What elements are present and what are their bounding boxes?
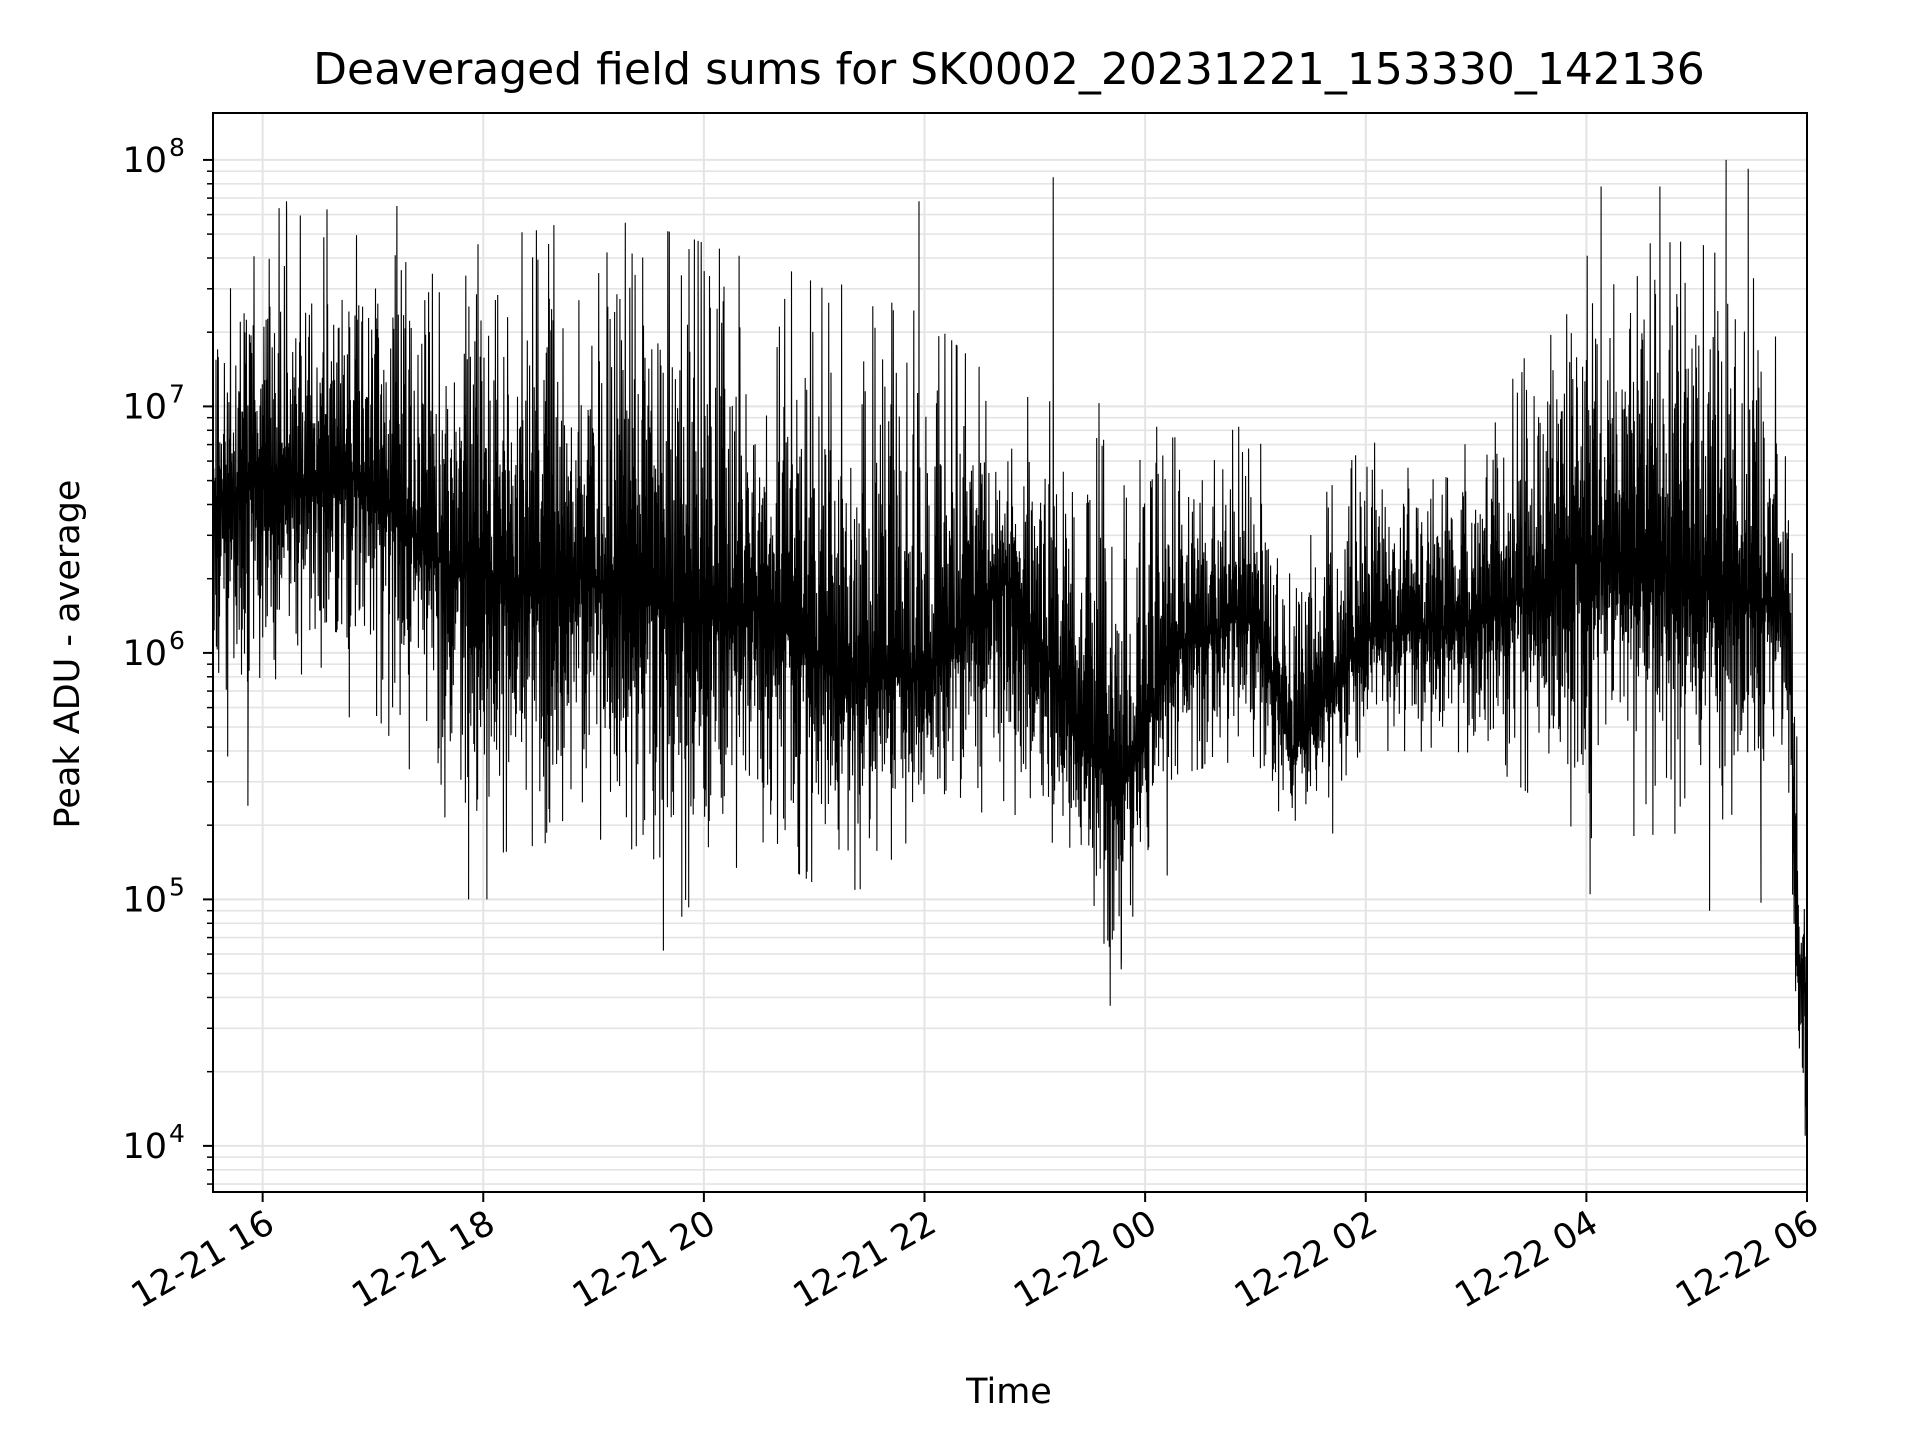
y-tick-label: 10 5 (122, 872, 184, 920)
y-tick-label: 10 6 (122, 626, 184, 674)
y-tick-exponent: 7 (169, 379, 185, 408)
y-tick-label: 10 4 (122, 1119, 184, 1167)
y-tick-exponent: 5 (169, 872, 185, 901)
y-tick-exponent: 4 (169, 1119, 185, 1148)
x-axis-label: Time (965, 1372, 1052, 1412)
y-tick-exponent: 6 (169, 626, 185, 655)
y-axis-label: Peak ADU - average (48, 480, 88, 829)
y-tick-base: 10 (122, 1127, 167, 1167)
y-tick-label: 10 8 (122, 133, 184, 181)
y-tick-base: 10 (122, 141, 167, 181)
y-tick-base: 10 (122, 634, 167, 674)
series-line (212, 159, 1808, 1136)
y-tick-label: 10 7 (122, 379, 184, 427)
y-tick-exponent: 8 (169, 133, 185, 162)
chart-title: Deaveraged field sums for SK0002_2023122… (313, 44, 1705, 95)
y-tick-base: 10 (122, 880, 167, 920)
y-tick-base: 10 (122, 387, 167, 427)
